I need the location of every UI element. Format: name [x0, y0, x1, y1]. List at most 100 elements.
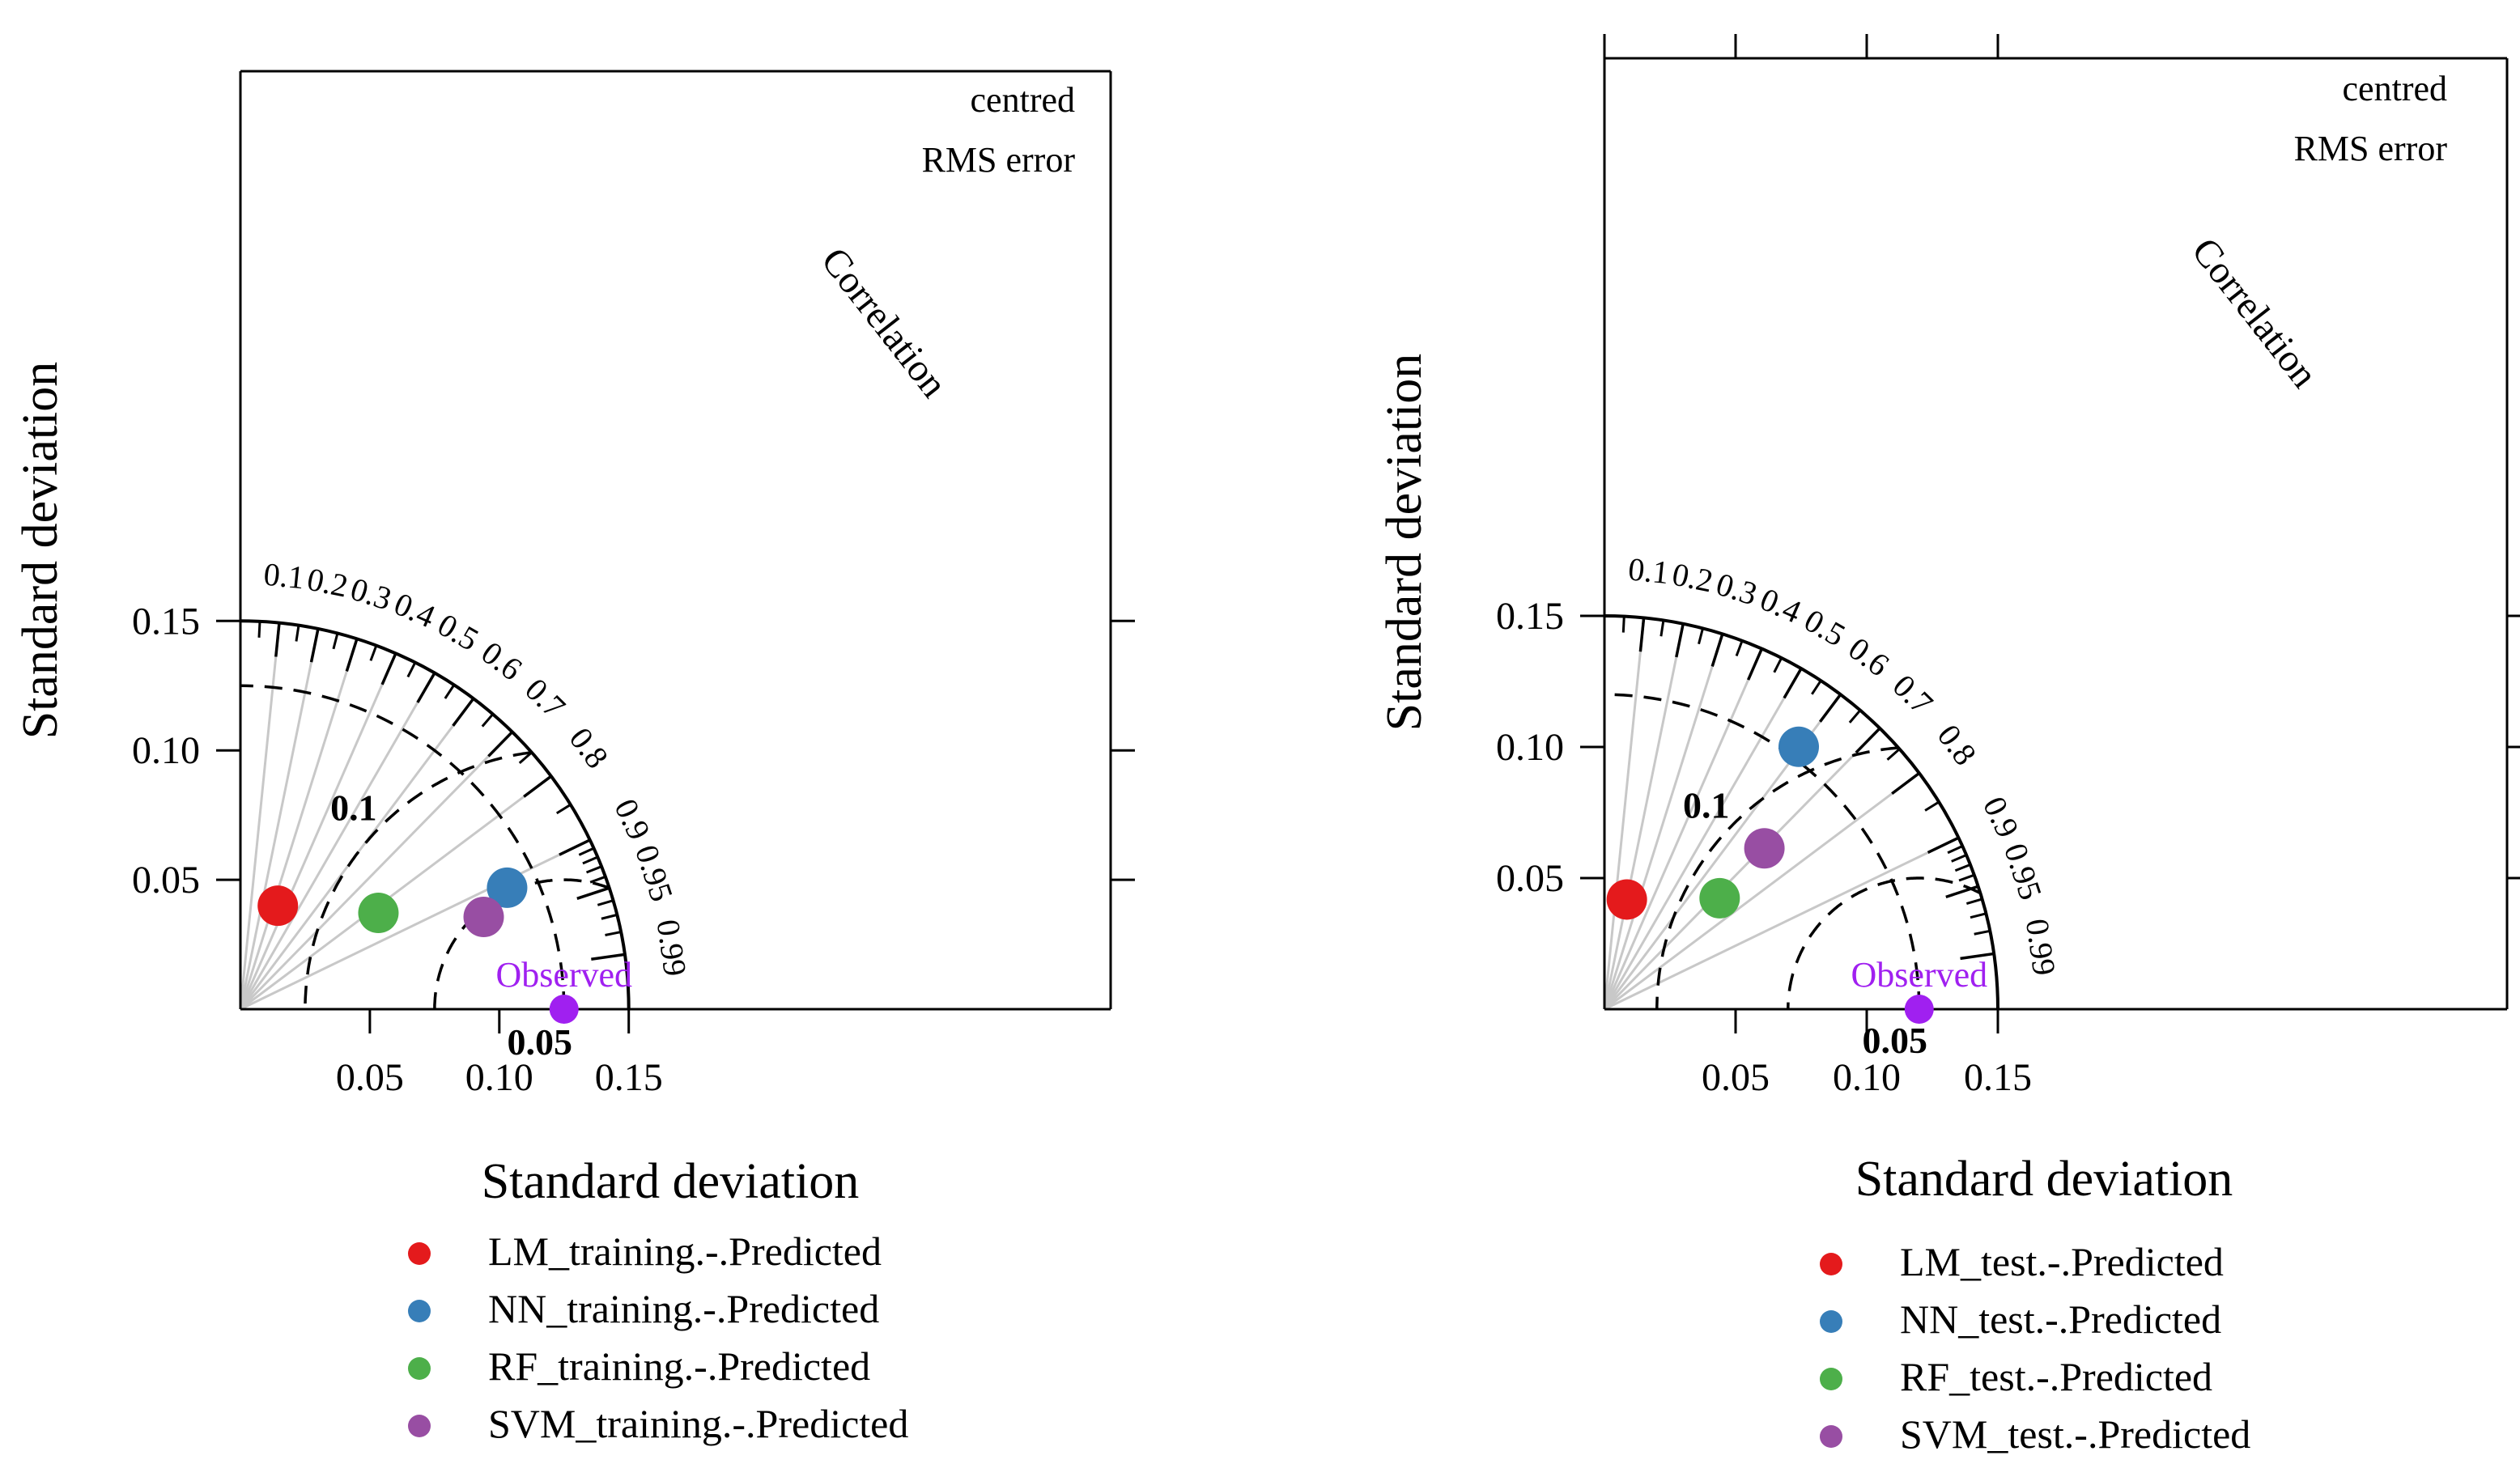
correlation-ray	[1603, 617, 1646, 1010]
correlation-tick-label: 0.3	[1712, 566, 1761, 613]
observed-sd-arc	[1604, 693, 1921, 1010]
correlation-major-tick	[1638, 617, 1646, 652]
legend-marker	[1820, 1310, 1842, 1333]
correlation-ray	[239, 672, 436, 1010]
legend-label: SVM_test.-.Predicted	[1900, 1411, 2250, 1457]
x-tick-label: 0.10	[465, 1056, 533, 1099]
correlation-tick-label: 0.5	[431, 606, 485, 658]
rms-contour-0.05	[1787, 876, 1981, 1009]
correlation-minor-tick	[1735, 640, 1744, 656]
correlation-tick-label: 0.8	[1931, 718, 1984, 772]
correlation-major-tick	[309, 628, 320, 663]
max-sd-arc	[1604, 614, 1999, 1010]
correlation-minor-tick	[1811, 680, 1822, 695]
data-point-rf	[1699, 877, 1740, 919]
max-sd-arc	[240, 619, 631, 1010]
observed-point	[549, 995, 579, 1024]
taylor-panel-2: 0.050.050.100.100.150.150.10.20.30.40.50…	[1377, 34, 2520, 1457]
legend-label: SVM_training.-.Predicted	[488, 1401, 908, 1446]
correlation-major-tick	[1675, 623, 1685, 658]
observed-point	[1904, 995, 1934, 1024]
correlation-minor-tick	[1886, 748, 1901, 761]
legend-marker	[1820, 1425, 1842, 1448]
correlation-minor-tick	[257, 621, 261, 638]
correlation-ray	[1604, 772, 1920, 1011]
legend-label: LM_test.-.Predicted	[1900, 1239, 2224, 1284]
correlation-minor-tick	[1621, 616, 1625, 633]
observed-label: Observed	[495, 955, 632, 995]
correlation-ray	[1604, 836, 1960, 1011]
x-tick-label: 0.15	[595, 1056, 663, 1099]
legend-marker	[408, 1357, 431, 1380]
y-tick-label: 0.15	[1496, 595, 1564, 638]
y-tick-label: 0.10	[1496, 726, 1564, 769]
legend-label: RF_test.-.Predicted	[1900, 1354, 2212, 1399]
correlation-tick-label: 0.99	[650, 917, 694, 978]
y-tick-label: 0.10	[132, 729, 200, 772]
observed-label: Observed	[1851, 955, 1987, 995]
correlation-major-tick	[345, 638, 359, 672]
y-tick-label: 0.15	[132, 600, 200, 643]
correlation-minor-tick	[1659, 620, 1665, 637]
correlation-minor-tick	[1970, 912, 1987, 919]
corner-label-centred: centred	[971, 80, 1075, 120]
corner-label-centred: centred	[2343, 69, 2447, 108]
correlation-minor-tick	[555, 804, 572, 815]
rms-contour-0.1	[1655, 746, 1899, 1009]
correlation-tick-label: 0.99	[2019, 916, 2063, 978]
correlation-minor-tick	[1958, 873, 1975, 882]
correlation-tick-label: 0.1	[262, 556, 306, 596]
legend-marker	[408, 1242, 431, 1265]
correlation-minor-tick	[601, 913, 618, 920]
correlation-major-tick	[380, 652, 397, 685]
correlation-minor-tick	[589, 875, 606, 884]
correlation-tick-label: 0.6	[474, 634, 529, 687]
data-point-svm	[1744, 828, 1785, 869]
y-tick-label: 0.05	[132, 859, 200, 902]
correlation-major-tick	[274, 622, 281, 657]
rms-label-0.05: 0.05	[508, 1021, 573, 1063]
data-point-nn	[1778, 726, 1820, 767]
correlation-minor-tick	[1947, 845, 1963, 855]
rms-label-0.1: 0.1	[330, 787, 377, 829]
x-tick-label: 0.15	[1964, 1056, 2032, 1099]
data-point-svm	[463, 897, 504, 938]
correlation-major-tick	[1746, 647, 1764, 681]
correlation-minor-tick	[406, 661, 417, 678]
x-tick-label: 0.05	[336, 1056, 404, 1099]
correlation-minor-tick	[585, 865, 602, 874]
corner-label-rms: RMS error	[922, 140, 1076, 180]
corner-label-rms: RMS error	[2294, 129, 2448, 168]
correlation-axis-label: Correlation	[813, 240, 955, 405]
correlation-minor-tick	[578, 847, 595, 856]
correlation-minor-tick	[1698, 628, 1704, 645]
correlation-major-tick	[1855, 727, 1881, 754]
x-tick-label: 0.10	[1833, 1056, 1901, 1099]
y-tick-label: 0.05	[1496, 857, 1564, 900]
correlation-minor-tick	[1974, 929, 1991, 936]
correlation-ray	[239, 652, 397, 1010]
correlation-minor-tick	[1951, 854, 1967, 863]
correlation-ray	[239, 731, 513, 1011]
data-point-lm	[257, 885, 299, 927]
rms-contour-0.1	[304, 751, 531, 1009]
correlation-minor-tick	[518, 751, 533, 765]
correlation-tick-label: 0.4	[389, 585, 440, 634]
correlation-minor-tick	[444, 684, 456, 699]
correlation-major-tick	[576, 886, 610, 900]
correlation-minor-tick	[481, 713, 494, 728]
legend-label: RF_training.-.Predicted	[488, 1343, 870, 1389]
correlation-tick-label: 0.7	[1886, 668, 1940, 722]
correlation-tick-label: 0.2	[1669, 555, 1716, 599]
taylor-panel-1: 0.050.050.100.100.150.150.10.20.30.40.50…	[13, 70, 1135, 1446]
correlation-ray	[1603, 633, 1724, 1010]
correlation-major-tick	[1891, 772, 1920, 795]
correlation-minor-tick	[605, 931, 622, 936]
correlation-major-tick	[559, 838, 591, 856]
correlation-minor-tick	[332, 633, 339, 650]
correlation-axis-label: Correlation	[2183, 230, 2326, 396]
correlation-ray	[1603, 623, 1685, 1010]
correlation-tick-label: 0.95	[1997, 839, 2050, 905]
correlation-tick-label: 0.9	[607, 793, 657, 846]
